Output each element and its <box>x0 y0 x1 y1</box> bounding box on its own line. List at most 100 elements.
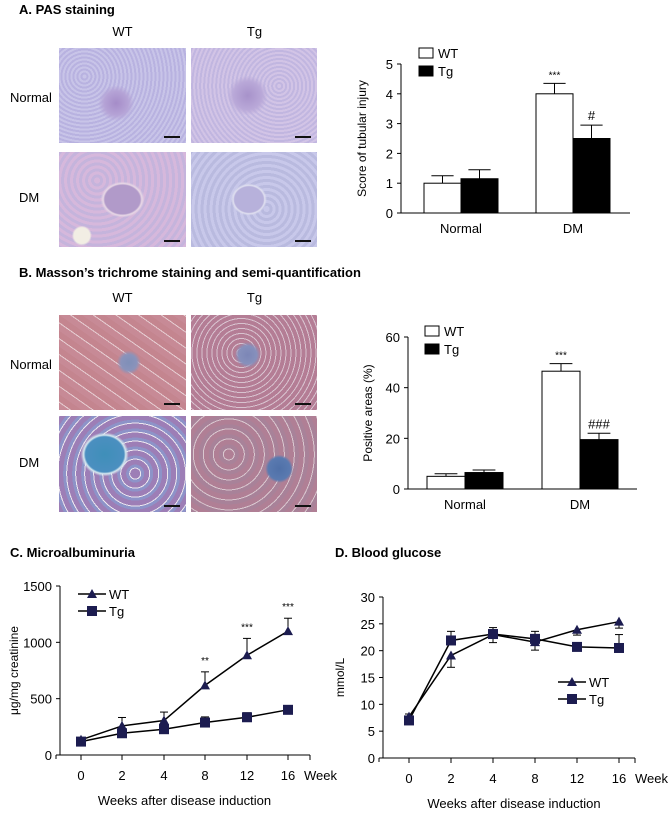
x-tick-label: 8 <box>201 768 208 783</box>
marker-wt <box>572 624 582 634</box>
masson-image-wt-dm <box>59 416 186 512</box>
y-tick-label: 10 <box>361 697 375 712</box>
legend-swatch-wt <box>424 325 440 337</box>
scale-bar <box>164 136 180 138</box>
x-tick-label: 12 <box>570 771 584 786</box>
bar-tg-dm <box>579 439 619 490</box>
scale-bar <box>295 403 311 405</box>
marker-tg <box>283 704 293 715</box>
bar-tg-dm <box>572 138 611 214</box>
x-tick-label: 2 <box>447 771 454 786</box>
scale-bar <box>295 505 311 507</box>
panel-a-col-tg: Tg <box>246 24 263 39</box>
x-tick-label: 16 <box>612 771 626 786</box>
y-tick-label: 25 <box>361 617 375 632</box>
legend-marker-wt <box>567 677 577 686</box>
y-axis-label: μg/mg creatinine <box>7 626 21 715</box>
significance-mark: *** <box>555 351 567 362</box>
bar-tg-normal <box>460 178 499 214</box>
significance-mark: ### <box>588 416 610 431</box>
x-tick-label: 12 <box>240 768 254 783</box>
x-tick-label: 0 <box>77 768 84 783</box>
marker-wt <box>200 680 210 690</box>
panel-a-col-wt: WT <box>112 24 133 39</box>
marker-tg <box>117 728 127 739</box>
marker-tg <box>614 642 624 653</box>
marker-tg <box>488 629 498 640</box>
legend-label: Tg <box>438 64 453 79</box>
marker-tg <box>404 715 414 726</box>
y-axis-label: Positive areas (%) <box>361 364 375 461</box>
y-tick-label: 40 <box>386 381 400 396</box>
legend-label: Tg <box>444 342 459 357</box>
panel-b-col-wt: WT <box>112 290 133 305</box>
y-tick-label: 1000 <box>23 635 52 650</box>
significance-mark: *** <box>282 602 294 613</box>
line-wt <box>408 620 620 718</box>
line-tg <box>408 633 620 721</box>
y-tick-label: 0 <box>393 482 400 497</box>
marker-wt <box>242 650 252 660</box>
x-category-label: DM <box>570 497 590 512</box>
marker-tg <box>572 641 582 652</box>
legend-label: WT <box>438 46 458 61</box>
bar-tg-normal <box>464 472 504 490</box>
y-tick-label: 5 <box>386 57 393 72</box>
panel-a-title: A. PAS staining <box>19 2 115 17</box>
y-tick-label: 2 <box>386 146 393 161</box>
scale-bar <box>164 240 180 242</box>
scale-bar <box>295 240 311 242</box>
marker-tg <box>200 717 210 728</box>
y-tick-label: 0 <box>368 751 375 766</box>
x-tick-label: 0 <box>405 771 412 786</box>
x-tick-label: 4 <box>160 768 167 783</box>
marker-wt <box>283 626 293 636</box>
y-tick-label: 5 <box>368 724 375 739</box>
y-tick-label: 30 <box>361 590 375 605</box>
marker-tg <box>446 635 456 646</box>
y-tick-label: 20 <box>361 644 375 659</box>
marker-wt <box>446 650 456 660</box>
y-tick-label: 15 <box>361 671 375 686</box>
panel-b-col-tg: Tg <box>246 290 263 305</box>
significance-mark: *** <box>549 70 561 81</box>
bar-wt-dm <box>535 93 574 214</box>
y-tick-label: 1500 <box>23 579 52 594</box>
line-tg <box>80 709 289 743</box>
x-category-label: Normal <box>440 221 482 236</box>
bar-wt-normal <box>423 182 462 214</box>
scale-bar <box>295 136 311 138</box>
pas-image-tg-normal <box>191 48 317 143</box>
marker-tg <box>76 736 86 747</box>
legend-swatch-wt <box>418 47 434 59</box>
legend-marker-tg <box>87 606 97 616</box>
legend-label: Tg <box>589 692 604 707</box>
x-unit-label: Week <box>635 771 668 786</box>
panel-b-row-dm: DM <box>19 455 40 470</box>
legend-swatch-tg <box>424 343 440 355</box>
marker-wt <box>117 720 127 730</box>
masson-image-wt-normal <box>59 315 186 410</box>
pas-image-wt-normal <box>59 48 186 143</box>
pas-image-wt-dm <box>59 152 186 247</box>
x-tick-label: 16 <box>281 768 295 783</box>
x-tick-label: 2 <box>118 768 125 783</box>
panel-b-title: B. Masson’s trichrome staining and semi-… <box>19 265 361 280</box>
marker-wt <box>159 715 169 725</box>
marker-tg <box>530 633 540 644</box>
y-tick-label: 4 <box>386 87 393 102</box>
y-axis-label: Score of tubular injury <box>355 80 369 197</box>
y-tick-label: 0 <box>45 748 52 763</box>
x-unit-label: Week <box>304 768 337 783</box>
x-axis-label: Weeks after disease induction <box>427 796 600 811</box>
significance-mark: ** <box>201 656 209 667</box>
y-tick-label: 1 <box>386 176 393 191</box>
legend-marker-wt <box>87 589 97 598</box>
scale-bar <box>164 403 180 405</box>
y-tick-label: 60 <box>386 330 400 345</box>
panel-c-title: C. Microalbuminuria <box>10 545 135 560</box>
